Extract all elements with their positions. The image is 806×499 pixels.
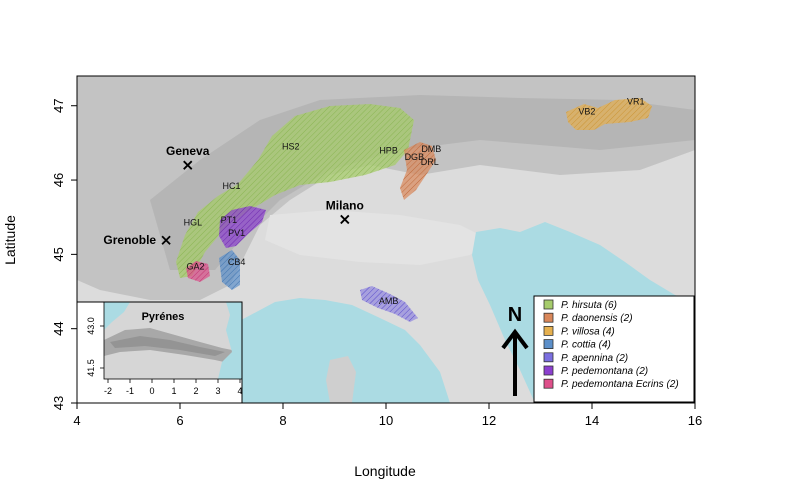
site-label: HPB — [379, 145, 398, 155]
legend-swatch — [543, 299, 554, 310]
corsica — [326, 356, 356, 403]
legend-count: (2) — [618, 313, 633, 324]
site-label: PT1 — [221, 215, 238, 225]
inset-pyrenees: Pyrénes -2 -1 0 1 2 3 4 41.5 43.0 — [76, 301, 243, 404]
y-axis: 43 44 45 46 47 — [51, 98, 77, 410]
site-label: DGB — [405, 152, 425, 162]
site-label: AMB — [379, 296, 399, 306]
legend-count: (4) — [600, 326, 615, 337]
legend-count: (2) — [664, 379, 679, 390]
site-label: DRL — [421, 157, 439, 167]
inset-x-tick-label: 0 — [149, 386, 154, 396]
species-ranges — [176, 98, 652, 322]
range-daonensis — [400, 142, 436, 200]
site-label: VR1 — [627, 96, 645, 106]
legend-count: (6) — [602, 300, 617, 311]
north-label: N — [508, 304, 522, 326]
legend-swatch — [543, 365, 554, 376]
x-tick-label: 8 — [279, 413, 286, 428]
inset-x-tick-label: -2 — [104, 386, 112, 396]
site-label: DMB — [421, 144, 441, 154]
legend-item: P. pedemontana Ecrins (2) — [543, 378, 679, 390]
y-tick-label: 46 — [51, 173, 66, 187]
inset-y-axis: 41.5 43.0 — [86, 317, 104, 377]
legend-species: P. pedemontana Ecrins (2) — [561, 379, 679, 390]
city-label: Milano — [326, 198, 364, 212]
legend-swatch — [543, 325, 554, 336]
legend-count: (2) — [613, 353, 628, 364]
legend-species: P. cottia (4) — [561, 340, 611, 351]
range-cottia — [219, 250, 240, 290]
inset-y-tick-label: 43.0 — [86, 317, 96, 335]
legend-species: P. pedemontana (2) — [561, 366, 648, 377]
x-tick-label: 4 — [73, 413, 80, 428]
site-label: PV1 — [228, 228, 245, 238]
y-tick-label: 44 — [51, 321, 66, 335]
legend-item: P. pedemontana (2) — [543, 365, 648, 377]
inset-y-tick-label: 41.5 — [86, 359, 96, 377]
x-axis: 4 6 8 10 12 14 16 — [73, 403, 702, 428]
inset-sea-mediterranean — [218, 302, 242, 379]
range-hirsuta — [176, 104, 414, 278]
north-arrow: N — [501, 304, 529, 396]
site-label: CB4 — [228, 257, 246, 267]
city-marker-geneva — [183, 160, 193, 170]
north-arrow-head — [501, 328, 529, 350]
range-pedemontana — [219, 206, 266, 248]
x-tick-label: 12 — [482, 413, 496, 428]
y-tick-label: 47 — [51, 98, 66, 112]
legend-item: P. daonensis (2) — [543, 312, 633, 324]
x-tick-label: 16 — [688, 413, 702, 428]
x-tick-label: 6 — [176, 413, 183, 428]
pyrenees-ridge — [110, 336, 225, 356]
legend-item: P. apennina (2) — [543, 352, 628, 364]
x-tick-label: 10 — [379, 413, 393, 428]
inset-x-axis: -2 -1 0 1 2 3 4 — [104, 379, 243, 396]
legend: P. hirsuta (6) P. daonensis (2) P. villosa… — [533, 295, 695, 403]
inset-sea-atlantic — [104, 302, 130, 330]
legend-count: (2) — [633, 366, 648, 377]
x-tick-label: 14 — [585, 413, 599, 428]
legend-item: P. cottia (4) — [543, 339, 611, 351]
legend-species: P. villosa (4) — [561, 326, 615, 337]
site-label: GA2 — [186, 261, 204, 271]
site-label: HC1 — [222, 181, 240, 191]
legend-item: P. hirsuta (6) — [543, 299, 617, 311]
legend-species: P. daonensis (2) — [561, 313, 633, 324]
range-apennina — [360, 286, 418, 322]
site-label: HGL — [184, 217, 203, 227]
city-label: Grenoble — [103, 233, 156, 247]
city-markers: Geneva Milano Grenoble — [103, 144, 363, 247]
y-tick-label: 43 — [51, 396, 66, 410]
inset-title: Pyrénes — [142, 311, 185, 323]
site-label: HS2 — [282, 142, 300, 152]
x-axis-label: Longitude — [354, 463, 416, 479]
y-tick-label: 45 — [51, 247, 66, 261]
range-villosa — [566, 98, 652, 130]
po-valley — [265, 210, 490, 265]
site-label: VB2 — [578, 107, 595, 117]
legend-item: P. villosa (4) — [543, 325, 615, 337]
inset-x-tick-label: 2 — [193, 386, 198, 396]
legend-swatch — [543, 339, 554, 350]
inset-x-tick-label: 3 — [215, 386, 220, 396]
city-marker-milano — [340, 214, 350, 225]
legend-count: (4) — [596, 340, 611, 351]
legend-swatch — [543, 352, 554, 363]
legend-species: P. hirsuta (6) — [561, 300, 617, 311]
city-label: Geneva — [166, 144, 210, 158]
legend-swatch — [543, 378, 554, 389]
legend-box — [533, 295, 695, 403]
inset-x-tick-label: 4 — [237, 386, 242, 396]
inset-x-tick-label: 1 — [171, 386, 176, 396]
legend-species: P. apennina (2) — [561, 353, 628, 364]
legend-swatch — [543, 312, 554, 323]
inset-x-tick-label: -1 — [126, 386, 134, 396]
y-axis-label: Latitude — [2, 215, 18, 265]
range-ecrins — [186, 261, 210, 282]
inset-border — [76, 301, 243, 404]
city-marker-grenoble — [161, 235, 171, 245]
